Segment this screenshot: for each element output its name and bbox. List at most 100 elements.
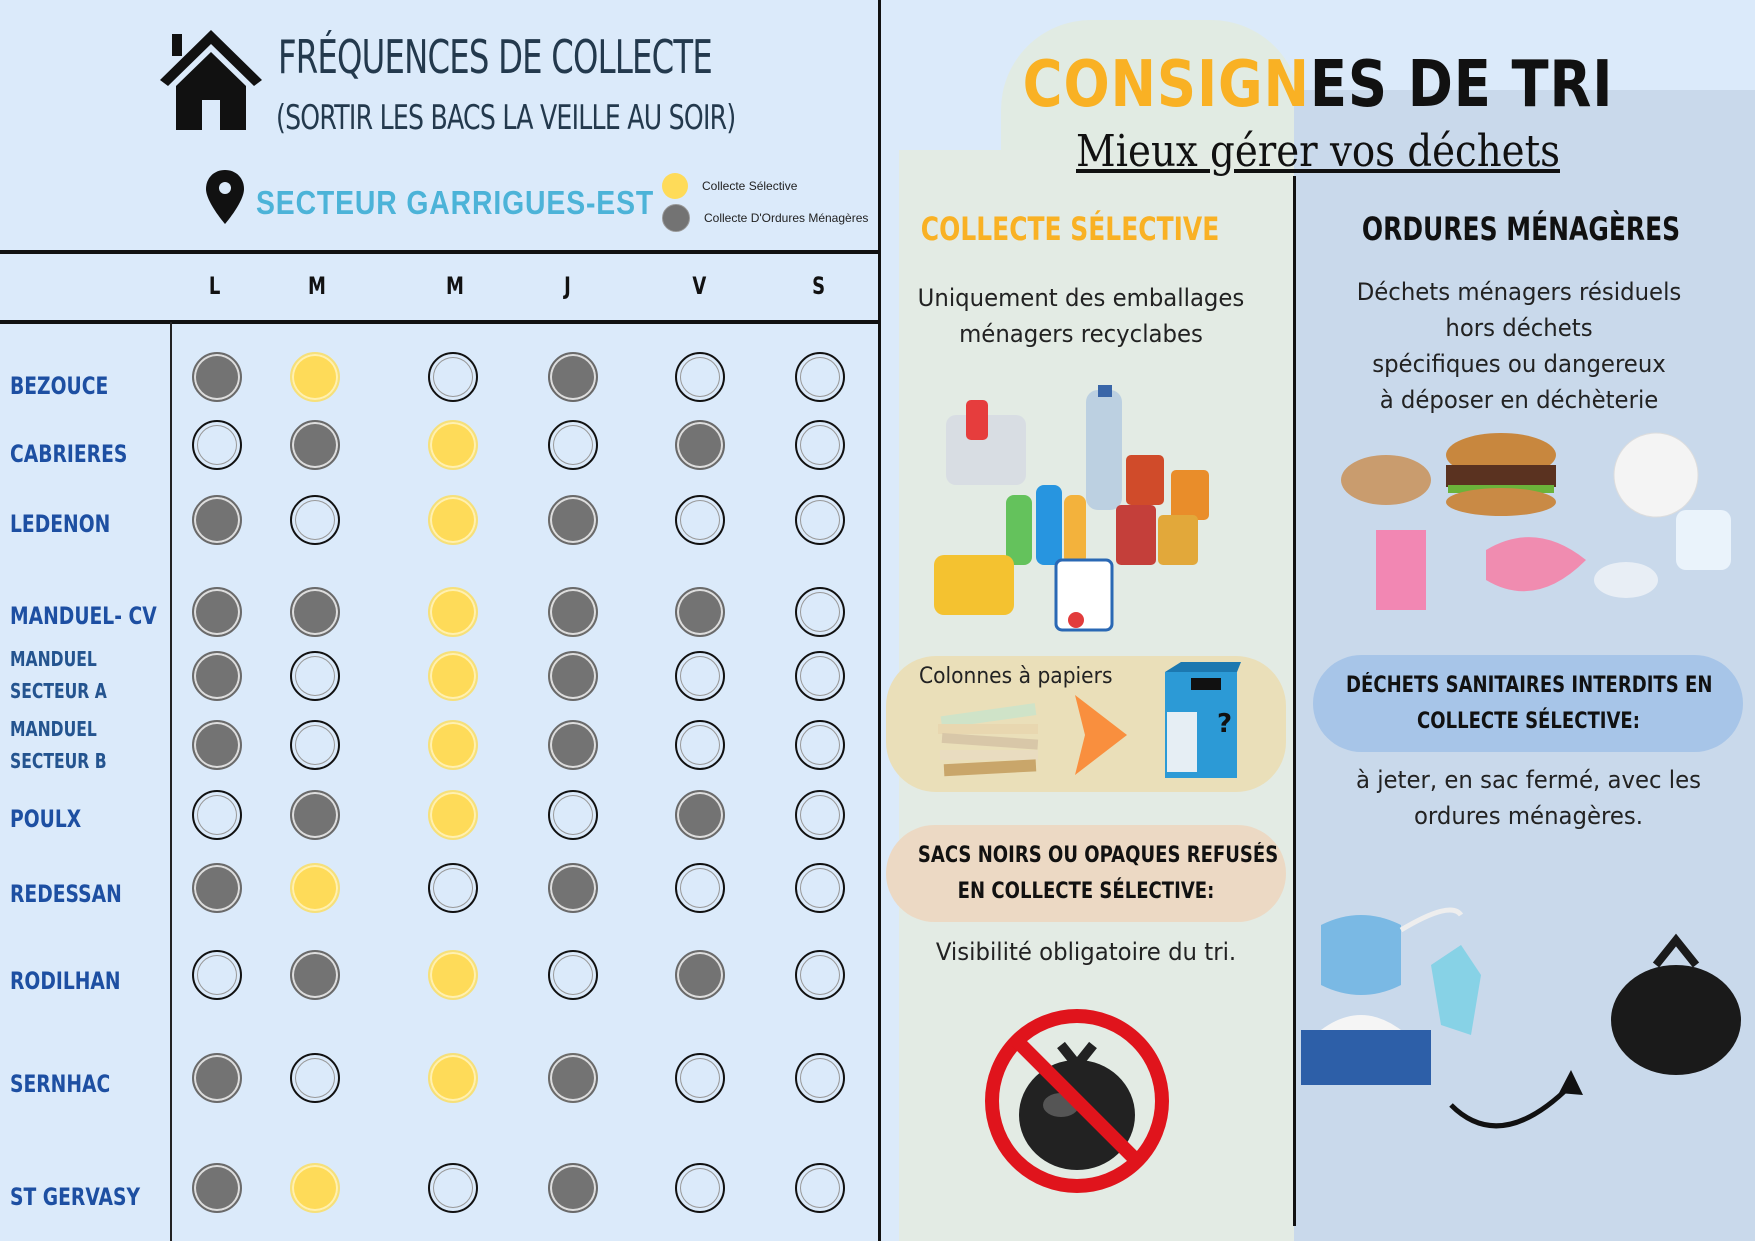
household-collection-dot bbox=[675, 587, 725, 637]
day-header-2: M bbox=[445, 272, 464, 300]
town-label: ST GERVASY bbox=[10, 1183, 141, 1211]
household-collection-dot bbox=[290, 587, 340, 637]
no-collection-dot bbox=[795, 352, 845, 402]
selective-collection-dot bbox=[428, 1053, 478, 1103]
legend: Collecte Sélective Collecte D'Ordures Mé… bbox=[662, 170, 868, 234]
selective-description: Uniquement des emballages ménagers recyc… bbox=[917, 284, 1245, 348]
household-collection-dot bbox=[548, 651, 598, 701]
no-collection-dot bbox=[795, 950, 845, 1000]
town-label: RODILHAN bbox=[10, 967, 121, 995]
town-label: REDESSAN bbox=[10, 880, 122, 908]
household-collection-dot bbox=[192, 1053, 242, 1103]
yellow-dot-icon bbox=[662, 173, 688, 199]
no-collection-dot bbox=[675, 651, 725, 701]
no-black-bag-icon bbox=[985, 1009, 1169, 1193]
day-header-4: V bbox=[692, 272, 707, 300]
no-collection-dot bbox=[290, 651, 340, 701]
household-collection-dot bbox=[290, 420, 340, 470]
no-collection-dot bbox=[428, 352, 478, 402]
main-title: CONSIGNES DE TRI bbox=[1022, 48, 1614, 122]
selective-collection-dot bbox=[428, 495, 478, 545]
divider bbox=[0, 250, 878, 254]
no-collection-dot bbox=[675, 1163, 725, 1213]
no-collection-dot bbox=[548, 790, 598, 840]
paper-recycling-container-image: ? bbox=[1165, 662, 1241, 778]
day-header-3: J bbox=[564, 272, 571, 300]
household-collection-dot bbox=[675, 950, 725, 1000]
town-label: CABRIERES bbox=[10, 440, 128, 468]
sanitary-waste-note: à jeter, en sac fermé, avec les ordures … bbox=[1355, 766, 1702, 830]
divider bbox=[0, 320, 878, 324]
day-header-0: L bbox=[208, 272, 221, 300]
no-collection-dot bbox=[795, 720, 845, 770]
town-label: MANDUEL- CV bbox=[10, 602, 157, 630]
household-collection-dot bbox=[192, 352, 242, 402]
selective-collection-dot bbox=[428, 720, 478, 770]
selective-collection-dot bbox=[428, 950, 478, 1000]
town-label: MANDUEL SECTEUR A bbox=[10, 647, 107, 703]
household-collection-dot bbox=[290, 790, 340, 840]
sector-name: SECTEUR GARRIGUES-EST bbox=[256, 184, 655, 221]
no-collection-dot bbox=[548, 420, 598, 470]
household-collection-dot bbox=[548, 495, 598, 545]
no-collection-dot bbox=[795, 587, 845, 637]
selective-heading: COLLECTE SÉLECTIVE bbox=[920, 210, 1220, 248]
collection-schedule-panel: FRÉQUENCES DE COLLECTE (SORTIR LES BACS … bbox=[0, 30, 878, 1241]
household-collection-dot bbox=[192, 495, 242, 545]
sanitary-waste-warning-card bbox=[1313, 655, 1743, 752]
household-collection-dot bbox=[192, 587, 242, 637]
no-collection-dot bbox=[675, 495, 725, 545]
household-collection-dot bbox=[548, 1163, 598, 1213]
no-collection-dot bbox=[548, 950, 598, 1000]
household-waste-image bbox=[1341, 432, 1731, 610]
household-collection-dot bbox=[192, 720, 242, 770]
town-label: BEZOUCE bbox=[10, 372, 109, 400]
sanitary-waste-image bbox=[1301, 907, 1741, 1129]
no-collection-dot bbox=[675, 352, 725, 402]
schedule-title: FRÉQUENCES DE COLLECTE bbox=[278, 30, 713, 84]
selective-collection-dot bbox=[290, 863, 340, 913]
no-collection-dot bbox=[795, 651, 845, 701]
column-divider bbox=[1293, 176, 1296, 1226]
legend-item-selective: Collecte Sélective bbox=[662, 170, 868, 202]
selective-collection-dot bbox=[428, 651, 478, 701]
town-label: LEDENON bbox=[10, 510, 111, 538]
paper-stack-image bbox=[938, 703, 1039, 777]
gray-dot-icon bbox=[662, 204, 690, 232]
no-collection-dot bbox=[192, 950, 242, 1000]
day-header-1: M bbox=[307, 272, 326, 300]
no-collection-dot bbox=[675, 863, 725, 913]
town-label: POULX bbox=[10, 805, 82, 833]
house-icon bbox=[160, 30, 262, 130]
household-collection-dot bbox=[548, 863, 598, 913]
day-header-5: S bbox=[812, 272, 826, 300]
no-collection-dot bbox=[795, 1053, 845, 1103]
no-collection-dot bbox=[192, 790, 242, 840]
map-pin-icon bbox=[206, 170, 244, 224]
svg-text:?: ? bbox=[1217, 709, 1232, 739]
selective-collection-dot bbox=[290, 1163, 340, 1213]
household-collection-dot bbox=[548, 352, 598, 402]
selective-collection-dot bbox=[428, 420, 478, 470]
no-collection-dot bbox=[795, 790, 845, 840]
no-collection-dot bbox=[290, 720, 340, 770]
household-collection-dot bbox=[192, 863, 242, 913]
town-label: MANDUEL SECTEUR B bbox=[10, 717, 107, 773]
no-collection-dot bbox=[290, 495, 340, 545]
no-collection-dot bbox=[795, 495, 845, 545]
household-collection-dot bbox=[192, 651, 242, 701]
town-label: SERNHAC bbox=[10, 1070, 111, 1098]
household-collection-dot bbox=[548, 720, 598, 770]
household-description: Déchets ménagers résiduels hors déchets … bbox=[1356, 278, 1682, 414]
divider bbox=[170, 322, 172, 1241]
no-collection-dot bbox=[795, 420, 845, 470]
paper-columns-label: Colonnes à papiers bbox=[919, 664, 1113, 689]
no-collection-dot bbox=[675, 720, 725, 770]
black-bags-warning-card bbox=[886, 825, 1286, 922]
selective-collection-dot bbox=[428, 587, 478, 637]
sanitary-waste-warning: DÉCHETS SANITAIRES INTERDITS EN COLLECTE… bbox=[1346, 673, 1713, 734]
household-collection-dot bbox=[675, 790, 725, 840]
no-collection-dot bbox=[795, 863, 845, 913]
arrow-right-icon bbox=[1075, 695, 1127, 775]
selective-collection-dot bbox=[428, 790, 478, 840]
